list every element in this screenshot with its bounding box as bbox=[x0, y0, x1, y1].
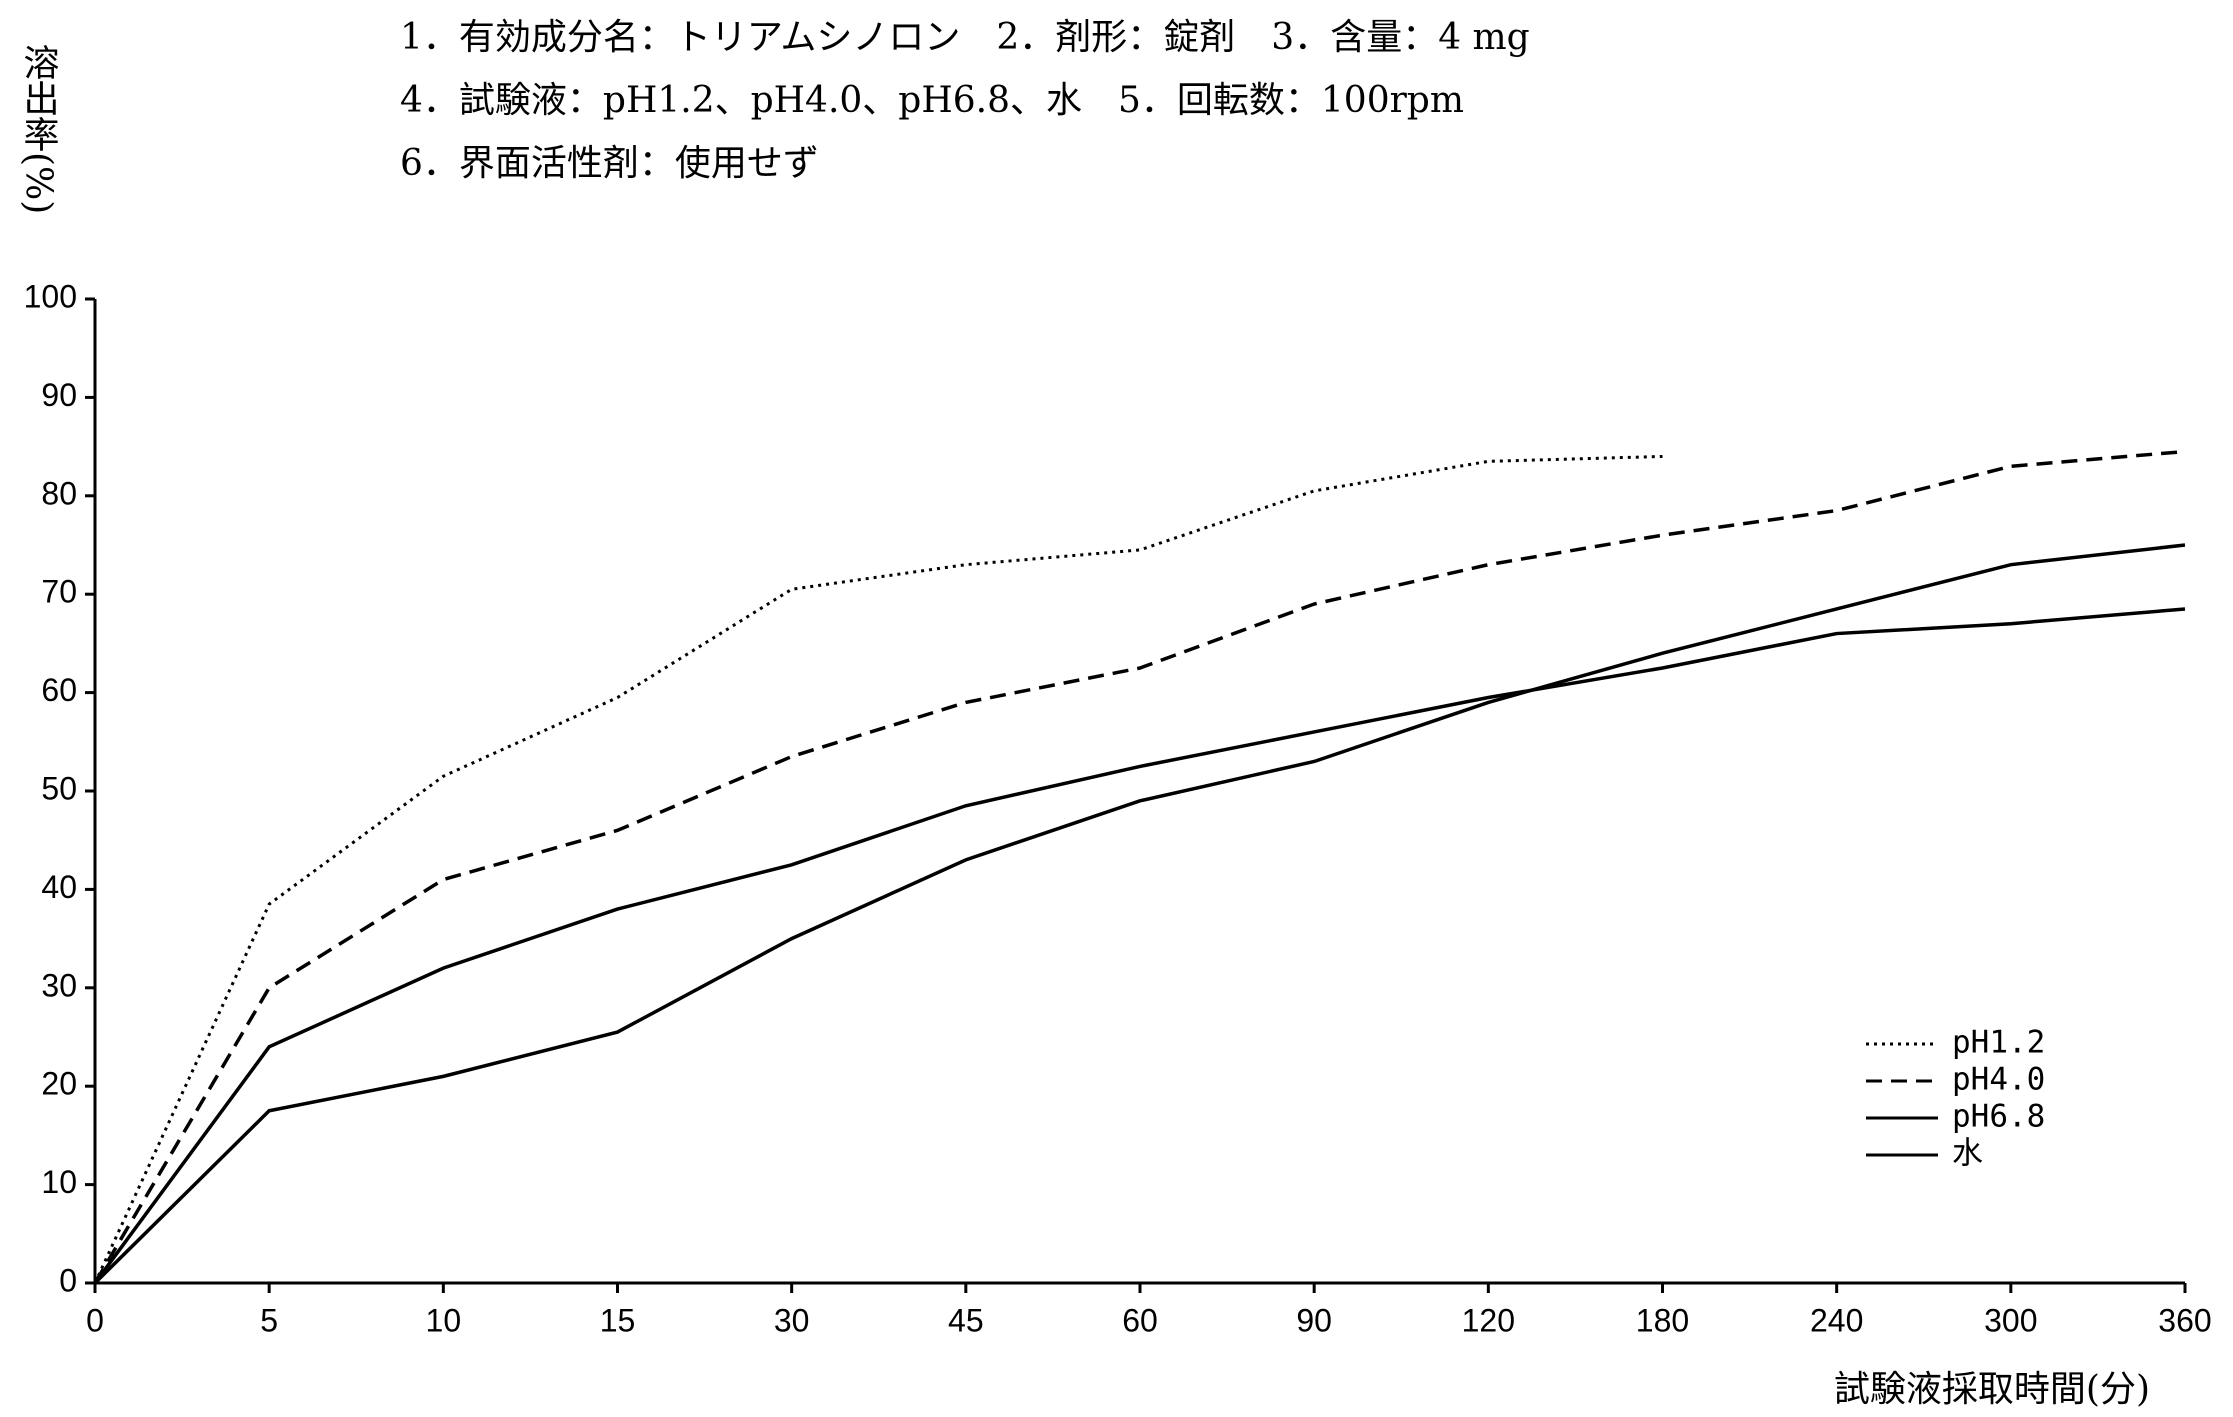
x-tick-label: 240 bbox=[1810, 1302, 1863, 1338]
x-tick-label: 45 bbox=[948, 1302, 984, 1338]
x-axis-label: 試験液採取時間(分) bbox=[1834, 1369, 2150, 1410]
title-line: 1．有効成分名：トリアムシノロン 2．剤形：錠剤 3．含量：4 mg bbox=[400, 17, 1530, 58]
y-tick-label: 20 bbox=[41, 1066, 77, 1102]
x-tick-label: 15 bbox=[600, 1302, 636, 1338]
title-line: 4．試験液：pH1.2、pH4.0、pH6.8、水 5．回転数：100rpm bbox=[400, 80, 1464, 121]
x-tick-label: 60 bbox=[1122, 1302, 1158, 1338]
y-tick-label: 60 bbox=[41, 672, 77, 708]
y-tick-label: 50 bbox=[41, 770, 77, 806]
series-line bbox=[93, 449, 2186, 1284]
y-tick-label: 90 bbox=[41, 377, 77, 413]
x-tick-label: 30 bbox=[774, 1302, 810, 1338]
x-tick-label: 5 bbox=[260, 1302, 278, 1338]
legend-label: pH6.8 bbox=[1952, 1099, 2045, 1135]
series-line bbox=[93, 543, 2186, 1285]
y-tick-label: 40 bbox=[41, 869, 77, 905]
legend-label: pH4.0 bbox=[1952, 1062, 2045, 1098]
y-tick-label: 100 bbox=[24, 278, 77, 314]
y-tick-label: 80 bbox=[41, 475, 77, 511]
x-tick-label: 180 bbox=[1636, 1302, 1689, 1338]
legend-label: pH1.2 bbox=[1952, 1025, 2045, 1061]
y-tick-label: 10 bbox=[41, 1164, 77, 1200]
x-tick-label: 120 bbox=[1462, 1302, 1515, 1338]
x-tick-label: 360 bbox=[2158, 1302, 2211, 1338]
y-tick-label: 70 bbox=[41, 574, 77, 610]
y-tick-label: 30 bbox=[41, 967, 77, 1003]
title-line: 6．界面活性剤：使用せず bbox=[400, 143, 819, 184]
x-tick-label: 300 bbox=[1984, 1302, 2037, 1338]
y-axis-label: 溶出率(%) bbox=[18, 44, 59, 215]
x-tick-label: 90 bbox=[1296, 1302, 1332, 1338]
y-tick-label: 0 bbox=[59, 1262, 77, 1298]
legend-label: 水 bbox=[1952, 1136, 1983, 1172]
series-line bbox=[93, 607, 2186, 1285]
x-tick-label: 0 bbox=[86, 1302, 104, 1338]
x-tick-label: 10 bbox=[426, 1302, 462, 1338]
series-line bbox=[93, 454, 1663, 1284]
